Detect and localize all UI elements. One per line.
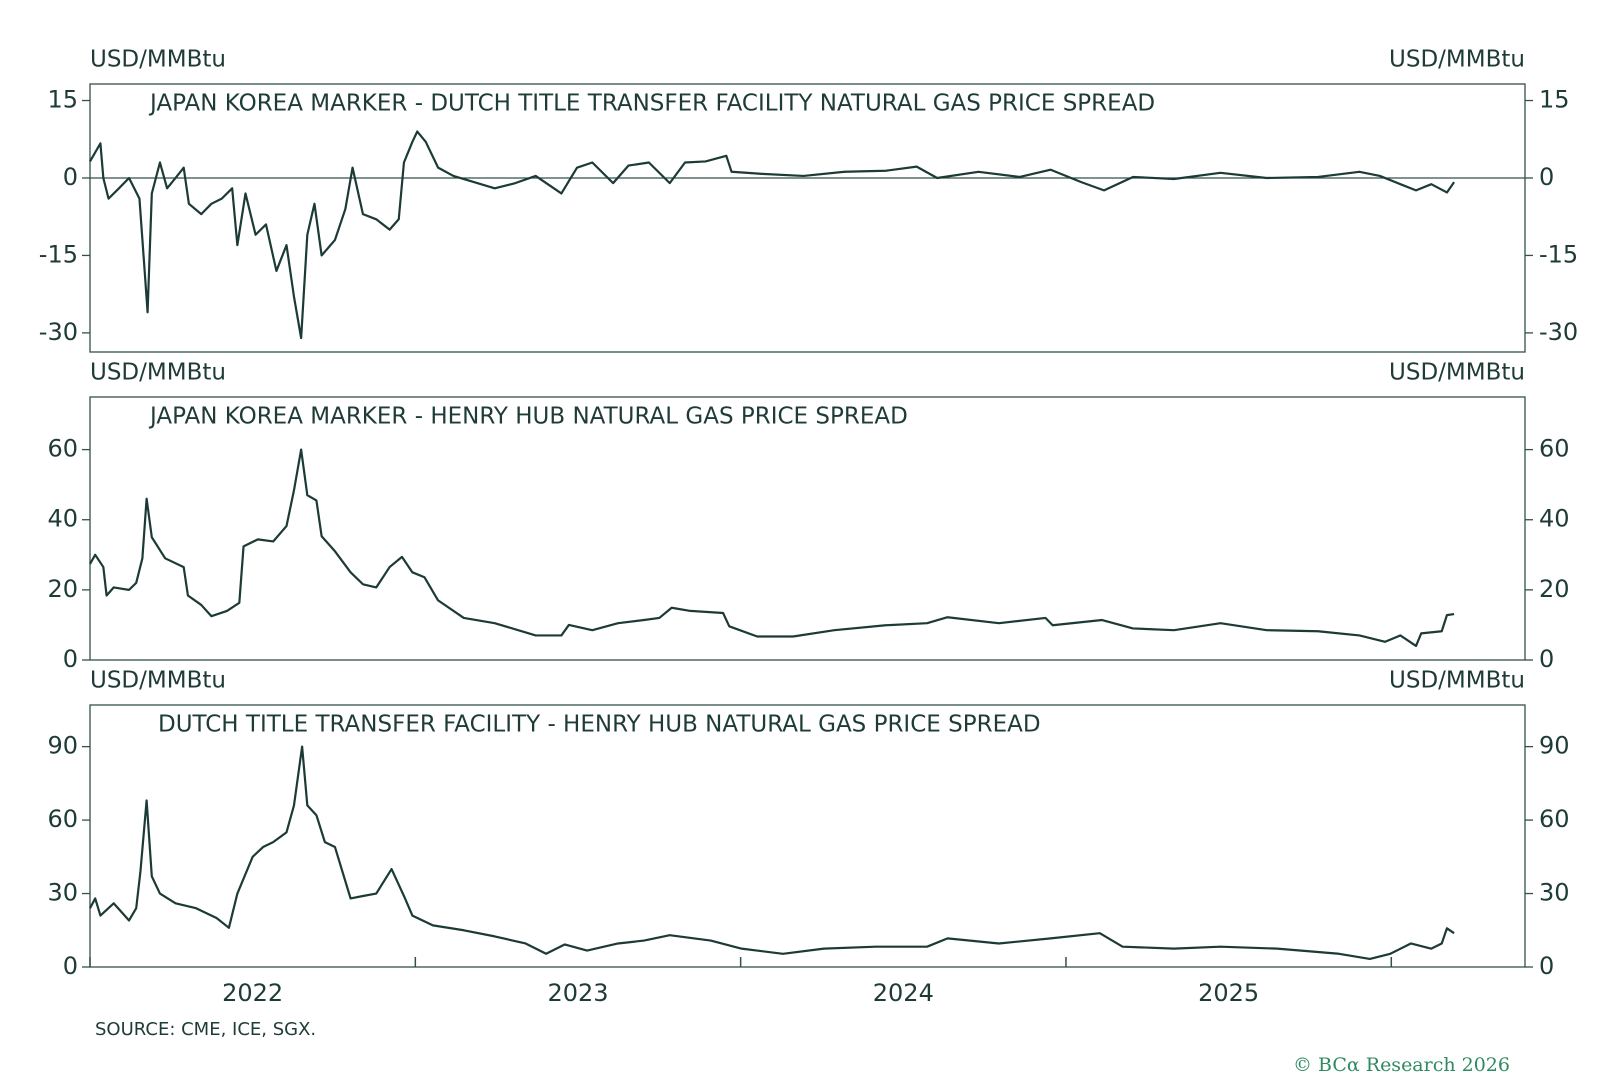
y-axis-label: USD/MMBtu — [90, 360, 226, 386]
y2-tick-label: 0 — [1539, 645, 1554, 673]
copyright: © BCα Research 2026 — [1293, 1054, 1510, 1076]
plot-frame — [89, 396, 1526, 661]
y-tick-label: 90 — [47, 732, 78, 760]
y-axis-label: USD/MMBtu — [90, 668, 226, 694]
y2-tick-label: 30 — [1539, 879, 1570, 907]
y-tick-label: 15 — [47, 86, 78, 114]
y-tick-label: 0 — [63, 163, 78, 191]
y-tick-label: 0 — [63, 952, 78, 980]
plot-frame — [89, 704, 1526, 968]
y2-tick-label: 60 — [1539, 805, 1570, 833]
y-tick-label: -30 — [39, 318, 78, 346]
x-tick-label: 2024 — [873, 979, 934, 1007]
y2-tick-label: 0 — [1539, 952, 1554, 980]
data-line — [89, 448, 1455, 648]
y2-axis-label: USD/MMBtu — [1389, 360, 1525, 386]
panel-title: JAPAN KOREA MARKER - DUTCH TITLE TRANSFE… — [148, 91, 1155, 117]
y2-axis-label: USD/MMBtu — [1389, 47, 1525, 73]
panel-title: DUTCH TITLE TRANSFER FACILITY - HENRY HU… — [158, 712, 1041, 738]
data-line — [89, 745, 1455, 961]
y2-tick-label: 60 — [1539, 435, 1570, 463]
y2-tick-label: 90 — [1539, 732, 1570, 760]
x-tick-label: 2025 — [1198, 979, 1259, 1007]
y2-tick-label: -15 — [1539, 240, 1578, 268]
y-tick-label: 60 — [47, 435, 78, 463]
plot-frame — [89, 83, 1526, 353]
y2-tick-label: -30 — [1539, 318, 1578, 346]
y-tick-label: -15 — [39, 240, 78, 268]
y-axis-label: USD/MMBtu — [90, 47, 226, 73]
y2-tick-label: 20 — [1539, 575, 1570, 603]
x-tick-label: 2022 — [222, 979, 283, 1007]
x-tick-label: 2023 — [547, 979, 608, 1007]
y2-tick-label: 0 — [1539, 163, 1554, 191]
y-tick-label: 40 — [47, 505, 78, 533]
y-tick-label: 0 — [63, 645, 78, 673]
y2-tick-label: 15 — [1539, 86, 1570, 114]
y-tick-label: 30 — [47, 879, 78, 907]
y2-tick-label: 40 — [1539, 505, 1570, 533]
y2-axis-label: USD/MMBtu — [1389, 668, 1525, 694]
y-tick-label: 60 — [47, 805, 78, 833]
source-note: SOURCE: CME, ICE, SGX. — [95, 1019, 316, 1040]
y-tick-label: 20 — [47, 575, 78, 603]
panel-title: JAPAN KOREA MARKER - HENRY HUB NATURAL G… — [148, 404, 908, 430]
data-line — [89, 130, 1455, 340]
